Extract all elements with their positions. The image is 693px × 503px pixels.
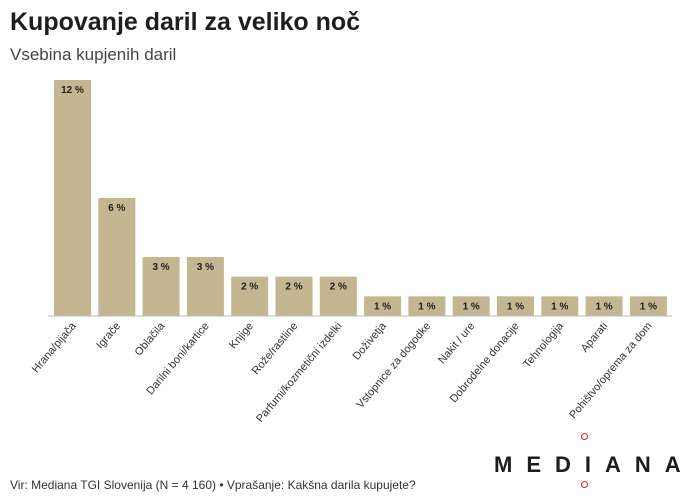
bar [54, 80, 91, 316]
value-label: 12 % [61, 85, 84, 96]
bar-chart: 12 % 6 % 3 % 3 % 2 % 2 % 2 % 1 % 1 % 1 % 1 % 1 % 1 %… [30, 80, 673, 425]
category-label: Aparati [579, 320, 611, 354]
bar [629, 296, 667, 316]
value-label: 1 % [374, 301, 391, 312]
value-label: 1 % [418, 301, 435, 312]
value-label: 1 % [551, 301, 568, 312]
value-label: 2 % [285, 282, 302, 293]
category-label: Tehnologija [521, 320, 567, 371]
source-note: Vir: Mediana TGI Slovenija (N = 4 160) •… [10, 478, 416, 492]
bar [497, 296, 534, 316]
category-label: Rože/rastline [250, 320, 300, 377]
chart-subtitle: Vsebina kupjenih daril [10, 45, 177, 64]
bar [364, 296, 402, 316]
logo-text: MEDIANA [494, 452, 693, 477]
bar [186, 257, 224, 316]
bar [452, 296, 490, 316]
category-label: Nakit / ure [436, 320, 477, 366]
bar [142, 257, 180, 316]
value-label: 3 % [152, 262, 169, 273]
category-label: Hrana/pijača [30, 320, 79, 376]
value-label: 1 % [507, 301, 524, 312]
logo-dot-icon [581, 433, 588, 440]
value-label: 2 % [330, 282, 347, 293]
value-label: 2 % [241, 282, 258, 293]
category-label: Vstopnice za dogodke [354, 320, 433, 411]
bar [541, 296, 579, 316]
bar [585, 296, 623, 316]
bar [98, 198, 136, 316]
value-label: 6 % [108, 203, 125, 214]
value-label: 1 % [595, 301, 612, 312]
value-label: 1 % [640, 301, 657, 312]
chart-title: Kupovanje daril za veliko noč [10, 8, 361, 36]
value-label-group: 12 % 6 % 3 % 3 % 2 % 2 % 2 % 1 % 1 % 1 % 1 % 1 % 1 %… [61, 85, 657, 312]
category-label: Parfumi/kozmetični izdelki [254, 320, 345, 425]
value-label: 1 % [463, 301, 480, 312]
mediana-logo: MEDIANA [494, 433, 684, 497]
category-label: Igrače [94, 320, 123, 351]
logo-dot-icon [581, 481, 588, 488]
category-label: Doživetja [351, 320, 390, 363]
bar [408, 296, 446, 316]
bar-group [54, 80, 667, 316]
value-label: 3 % [197, 262, 214, 273]
category-label: Oblačila [133, 320, 168, 359]
category-label: Pohištvo/oprema za dom [567, 320, 654, 421]
bar [231, 276, 269, 316]
category-label: Knjige [227, 320, 256, 351]
bar [275, 276, 313, 316]
bar [319, 276, 357, 316]
